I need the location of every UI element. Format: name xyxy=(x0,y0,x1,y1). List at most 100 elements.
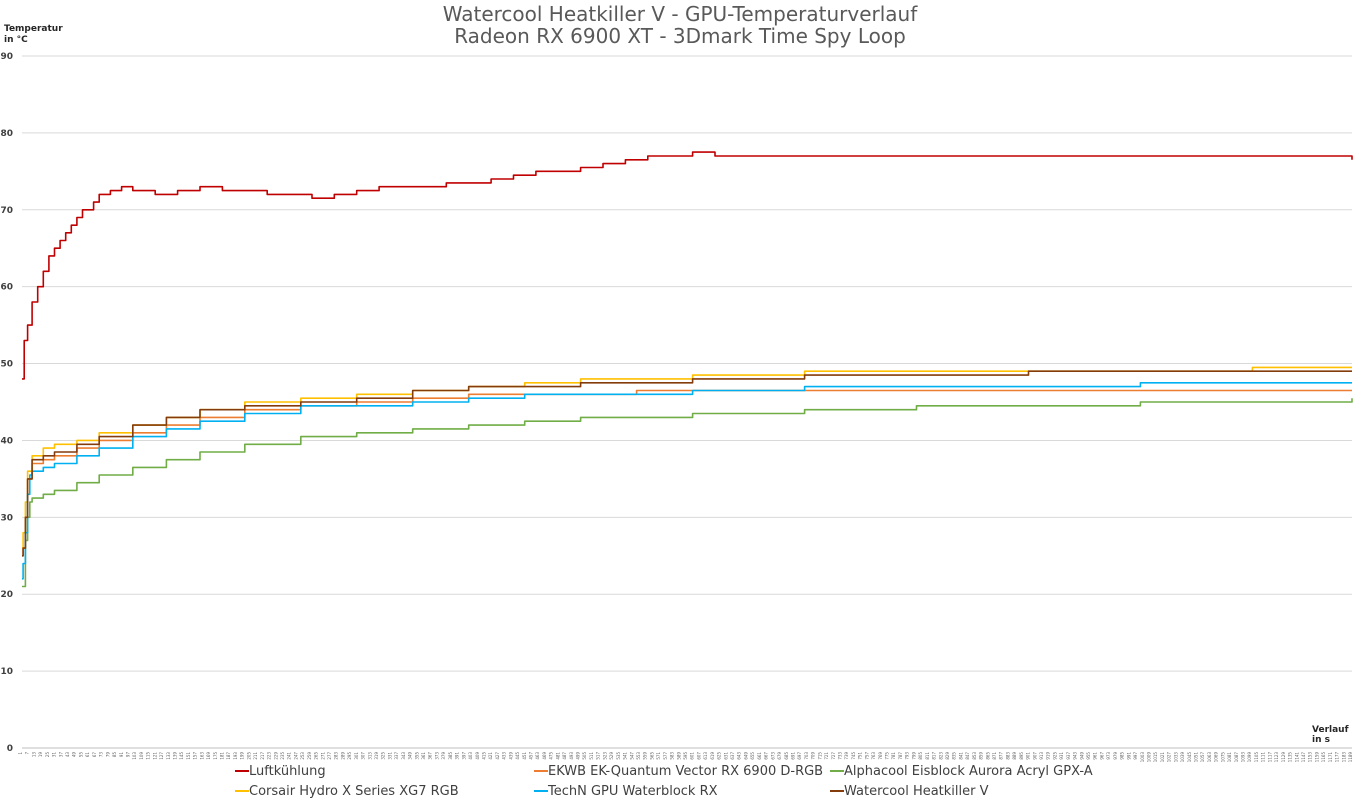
legend-label-0: Luftkühlung xyxy=(249,764,326,779)
x-tick-label-121: 121 xyxy=(152,752,157,760)
x-tick-label-331: 331 xyxy=(387,752,392,760)
x-tick-label-703: 703 xyxy=(804,752,809,760)
x-tick-label-367: 367 xyxy=(428,752,433,760)
y-tick-label-0: 0 xyxy=(7,744,13,754)
x-tick-label-355: 355 xyxy=(414,752,419,760)
x-tick-label-961: 961 xyxy=(1093,752,1098,760)
x-tick-label-379: 379 xyxy=(441,752,446,760)
x-tick-label-139: 139 xyxy=(172,752,177,760)
x-tick-label-385: 385 xyxy=(448,752,453,760)
legend: Luftkühlung EKWB EK-Quantum Vector RX 690… xyxy=(235,764,1093,799)
x-tick-label-319: 319 xyxy=(374,752,379,760)
x-tick-label-73: 73 xyxy=(99,752,104,758)
x-tick-label-739: 739 xyxy=(844,752,849,760)
y-tick-label-60: 60 xyxy=(0,283,13,293)
x-tick-label-763: 763 xyxy=(871,752,876,760)
y-axis-title-line-2: in °C xyxy=(4,35,28,45)
x-tick-label-949: 949 xyxy=(1079,752,1084,760)
series-lines xyxy=(22,151,1353,588)
x-tick-label-109: 109 xyxy=(139,752,144,760)
x-tick-label-625: 625 xyxy=(717,752,722,760)
x-tick-label-343: 343 xyxy=(401,752,406,760)
x-tick-label-7: 7 xyxy=(25,752,30,755)
x-tick-label-727: 727 xyxy=(831,752,836,760)
x-tick-label-493: 493 xyxy=(569,752,574,760)
x-tick-label-193: 193 xyxy=(233,752,238,760)
x-tick-label-979: 979 xyxy=(1113,752,1118,760)
x-tick-label-451: 451 xyxy=(522,752,527,760)
x-tick-label-43: 43 xyxy=(65,752,70,758)
x-tick-label-175: 175 xyxy=(213,752,218,760)
x-tick-label-1141: 1141 xyxy=(1294,752,1299,763)
x-tick-label-313: 313 xyxy=(367,752,372,760)
x-tick-label-919: 919 xyxy=(1046,752,1051,760)
x-tick-label-1159: 1159 xyxy=(1314,752,1319,763)
x-tick-label-133: 133 xyxy=(166,752,171,760)
y-tick-label-30: 30 xyxy=(0,513,13,523)
x-tick-label-757: 757 xyxy=(864,752,869,760)
x-tick-label-697: 697 xyxy=(797,752,802,760)
x-tick-label-1081: 1081 xyxy=(1227,752,1232,763)
x-tick-label-553: 553 xyxy=(636,752,641,760)
x-tick-label-691: 691 xyxy=(790,752,795,760)
y-tick-label-80: 80 xyxy=(0,129,13,139)
x-tick-label-661: 661 xyxy=(757,752,762,760)
x-tick-label-1099: 1099 xyxy=(1247,752,1252,763)
x-tick-label-103: 103 xyxy=(132,752,137,760)
x-tick-label-535: 535 xyxy=(616,752,621,760)
x-tick-label-115: 115 xyxy=(146,752,151,760)
y-axis-ticks: 0 10 20 30 40 50 60 70 80 90 xyxy=(0,52,13,754)
x-tick-label-307: 307 xyxy=(361,752,366,760)
x-tick-label-709: 709 xyxy=(811,752,816,760)
series-line-5 xyxy=(22,370,1352,557)
x-tick-label-181: 181 xyxy=(220,752,225,760)
x-tick-label-991: 991 xyxy=(1126,752,1131,760)
x-tick-label-1021: 1021 xyxy=(1160,752,1165,763)
x-tick-label-619: 619 xyxy=(710,752,715,760)
x-tick-label-937: 937 xyxy=(1066,752,1071,760)
x-tick-label-577: 577 xyxy=(663,752,668,760)
x-tick-label-529: 529 xyxy=(609,752,614,760)
x-tick-label-457: 457 xyxy=(529,752,534,760)
x-tick-label-145: 145 xyxy=(179,752,184,760)
x-tick-label-247: 247 xyxy=(293,752,298,760)
x-tick-label-907: 907 xyxy=(1032,752,1037,760)
x-tick-label-997: 997 xyxy=(1133,752,1138,760)
x-tick-label-955: 955 xyxy=(1086,752,1091,760)
x-tick-label-67: 67 xyxy=(92,752,97,758)
x-axis-title-line-1: Verlauf xyxy=(1312,725,1349,735)
x-axis-title-line-2: in s xyxy=(1312,735,1330,745)
x-tick-label-721: 721 xyxy=(824,752,829,760)
x-tick-label-1009: 1009 xyxy=(1146,752,1151,763)
x-tick-label-79: 79 xyxy=(105,752,110,758)
x-tick-label-1045: 1045 xyxy=(1187,752,1192,763)
x-tick-label-859: 859 xyxy=(979,752,984,760)
x-tick-label-223: 223 xyxy=(267,752,272,760)
x-tick-label-61: 61 xyxy=(85,752,90,758)
chart-title-line-1: Watercool Heatkiller V - GPU-Temperaturv… xyxy=(443,2,919,26)
y-axis-title: Temperatur in °C xyxy=(4,24,63,45)
x-tick-label-541: 541 xyxy=(623,752,628,760)
legend-label-4: TechN GPU Waterblock RX xyxy=(547,784,718,799)
x-tick-label-1051: 1051 xyxy=(1194,752,1199,763)
x-tick-label-1033: 1033 xyxy=(1173,752,1178,763)
x-tick-label-1087: 1087 xyxy=(1234,752,1239,763)
x-tick-label-847: 847 xyxy=(965,752,970,760)
x-tick-label-1069: 1069 xyxy=(1214,752,1219,763)
y-tick-label-20: 20 xyxy=(0,590,13,600)
x-tick-label-715: 715 xyxy=(817,752,822,760)
x-tick-label-211: 211 xyxy=(253,752,258,760)
x-tick-label-547: 547 xyxy=(629,752,634,760)
x-tick-label-217: 217 xyxy=(260,752,265,760)
x-tick-label-1: 1 xyxy=(18,752,23,755)
x-tick-label-787: 787 xyxy=(898,752,903,760)
x-tick-label-427: 427 xyxy=(495,752,500,760)
y-axis-title-line-1: Temperatur xyxy=(4,24,63,34)
x-tick-label-817: 817 xyxy=(932,752,937,760)
x-tick-label-601: 601 xyxy=(690,752,695,760)
x-tick-label-511: 511 xyxy=(589,752,594,760)
x-tick-label-799: 799 xyxy=(911,752,916,760)
x-tick-label-199: 199 xyxy=(240,752,245,760)
x-tick-label-805: 805 xyxy=(918,752,923,760)
